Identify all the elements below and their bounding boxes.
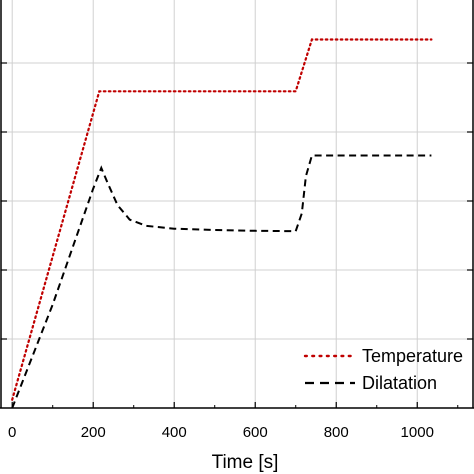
x-axis-title: Time [s] xyxy=(212,452,279,473)
grid xyxy=(0,0,474,408)
x-tick-label: 400 xyxy=(162,424,187,441)
x-tick-label: 600 xyxy=(243,424,268,441)
x-ticks: 0 200 400 600 800 1000 xyxy=(8,402,459,441)
legend-label-temperature: Temperature xyxy=(362,346,463,366)
series-line-dilatation xyxy=(11,154,432,409)
series-group xyxy=(11,38,433,409)
x-tick-label: 200 xyxy=(81,424,106,441)
x-tick-label: 0 xyxy=(8,424,16,441)
axes xyxy=(0,0,474,409)
x-tick-label: 800 xyxy=(324,424,349,441)
series-line-temperature xyxy=(11,38,433,401)
legend-label-dilatation: Dilatation xyxy=(362,373,437,393)
legend: Temperature Dilatation xyxy=(303,346,463,393)
x-tick-label: 1000 xyxy=(401,424,434,441)
